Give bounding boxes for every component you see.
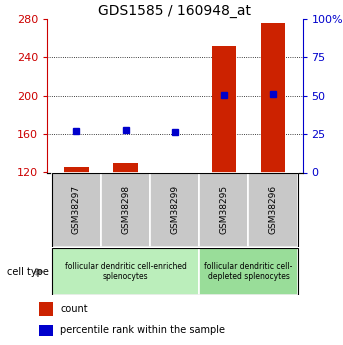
Bar: [199, 172, 248, 247]
Bar: [113, 163, 138, 172]
Title: GDS1585 / 160948_at: GDS1585 / 160948_at: [98, 4, 251, 18]
Text: GSM38296: GSM38296: [269, 185, 277, 234]
Bar: [52, 172, 101, 247]
Text: follicular dendritic cell-
depleted splenocytes: follicular dendritic cell- depleted sple…: [204, 262, 293, 282]
Bar: [248, 172, 298, 247]
Bar: [39, 302, 54, 316]
Text: follicular dendritic cell-enriched
splenocytes: follicular dendritic cell-enriched splen…: [65, 262, 187, 282]
Text: GSM38295: GSM38295: [220, 185, 228, 234]
Text: GSM38299: GSM38299: [170, 185, 179, 234]
Bar: [64, 167, 89, 172]
Bar: [212, 46, 236, 172]
Bar: [39, 325, 54, 336]
Bar: [261, 23, 285, 172]
Text: count: count: [60, 304, 88, 314]
Text: GSM38297: GSM38297: [72, 185, 81, 234]
Bar: [199, 248, 298, 295]
Text: GSM38298: GSM38298: [121, 185, 130, 234]
Text: cell type: cell type: [7, 267, 49, 277]
Text: percentile rank within the sample: percentile rank within the sample: [60, 325, 225, 335]
Bar: [52, 248, 199, 295]
Bar: [150, 172, 199, 247]
Bar: [101, 172, 150, 247]
